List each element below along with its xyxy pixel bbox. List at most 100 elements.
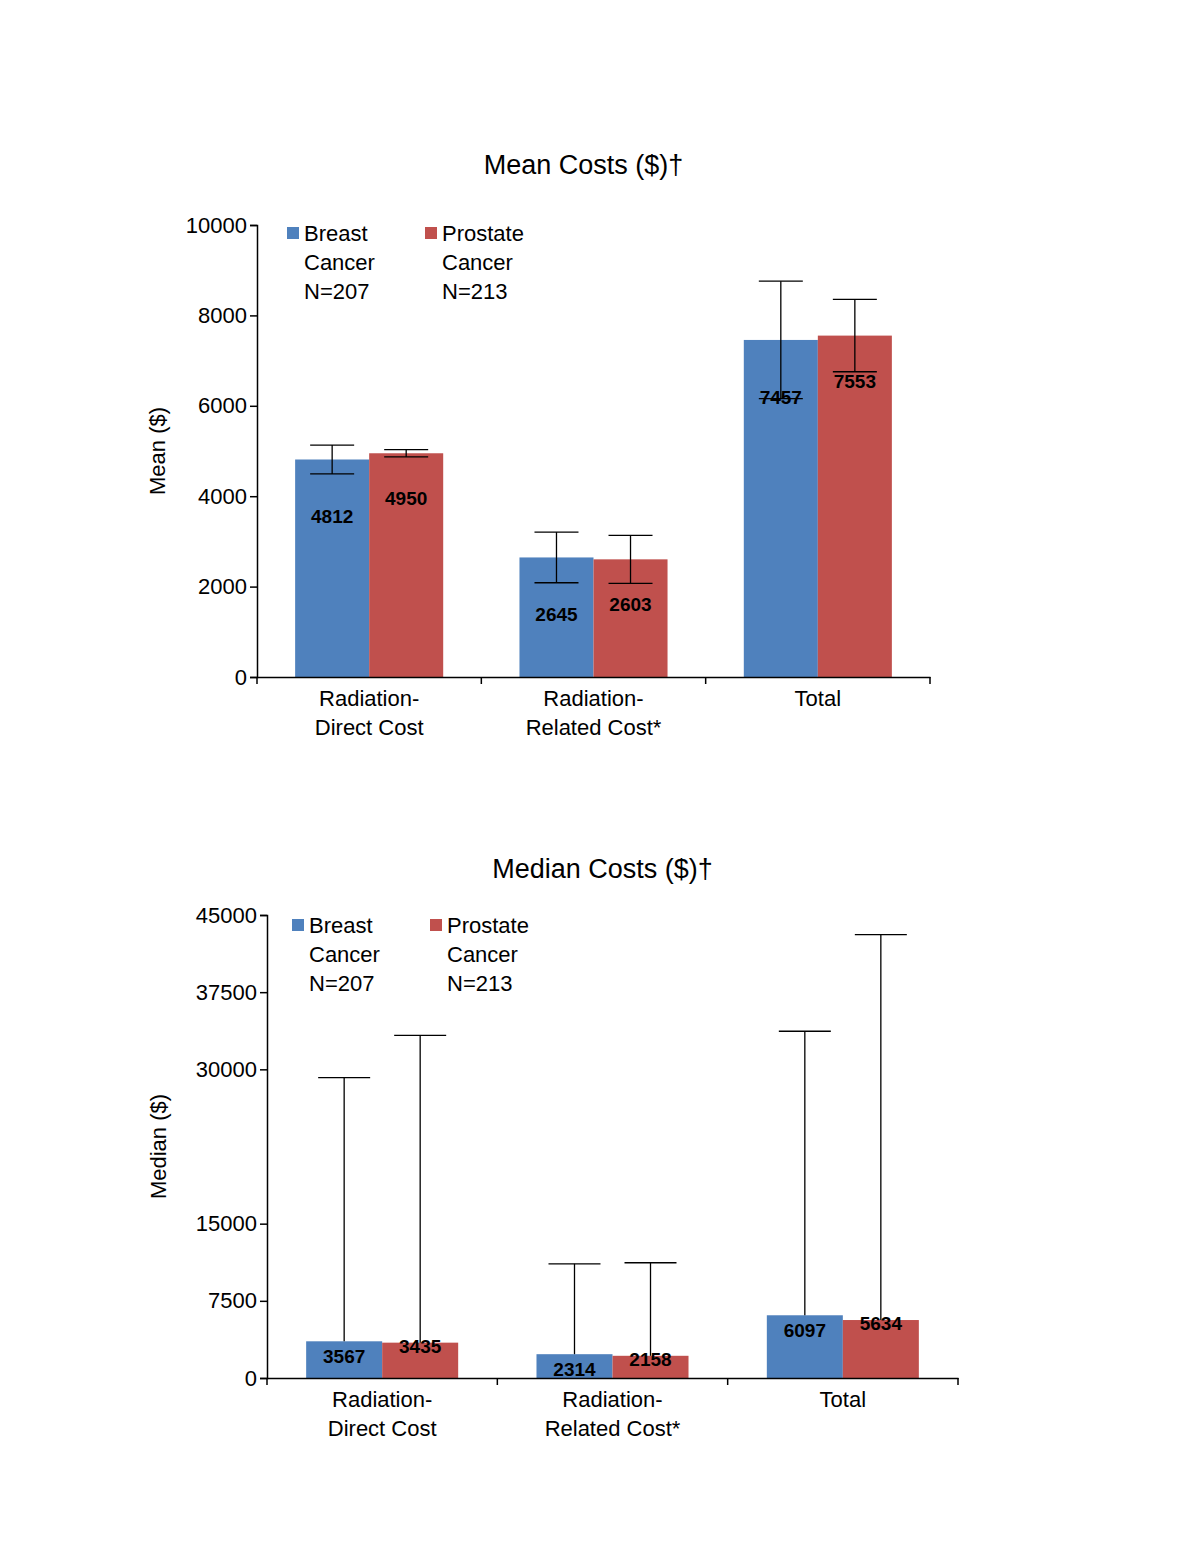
bar [369, 453, 443, 677]
y-tick: 45000 [196, 903, 267, 928]
error-cap [534, 531, 578, 532]
legend-swatch [430, 919, 442, 931]
legend: BreastCancerN=207 ProstateCancerN=213 [287, 221, 524, 304]
data-label: 2645 [535, 604, 578, 625]
data-label: 2314 [553, 1359, 596, 1380]
y-tick-label: 7500 [208, 1288, 257, 1313]
y-tick: 0 [235, 665, 257, 690]
y-axis-title: Mean ($) [145, 407, 170, 495]
x-axis: Radiation-Direct Cost Radiation-Related C… [268, 1378, 959, 1441]
error-bar [534, 532, 578, 583]
y-tick: 8000 [198, 303, 257, 328]
data-label: 7553 [834, 371, 876, 392]
error-cap [779, 1031, 831, 1032]
x-tick: Radiation-Direct Cost [328, 1378, 437, 1441]
y-tick: 37500 [196, 980, 267, 1005]
x-tick-label: Total [795, 686, 841, 711]
y-tick-mark [260, 1301, 267, 1303]
x-tick-label: Radiation-Related Cost* [545, 1387, 681, 1441]
legend-item: ProstateCancerN=213 [430, 913, 529, 996]
error-cap [833, 299, 877, 300]
y-tick-mark [260, 915, 267, 917]
legend-label: BreastCancerN=207 [309, 913, 380, 996]
data-label: 7457 [760, 387, 802, 408]
error-bar [318, 1078, 370, 1342]
y-tick-mark [260, 1069, 267, 1071]
bar [767, 1315, 843, 1378]
error-bar [310, 445, 354, 474]
x-separator [705, 677, 707, 684]
y-tick-mark [250, 225, 257, 227]
y-tick-mark [250, 406, 257, 408]
bar [306, 1341, 382, 1378]
x-axis-line [268, 1378, 959, 1380]
legend: BreastCancerN=207 ProstateCancerN=213 [292, 913, 529, 996]
x-tick-label: Radiation-Direct Cost [315, 686, 424, 740]
y-tick: 0 [245, 1366, 267, 1391]
y-axis: 0 7500 15000 30000 37500 45000 [196, 903, 268, 1391]
x-separator [957, 1378, 959, 1385]
x-tick: Radiation-Related Cost* [545, 1378, 681, 1441]
error-cap [310, 473, 354, 474]
error-stem [420, 1035, 421, 1342]
y-tick-label: 6000 [198, 393, 247, 418]
y-tick-label: 15000 [196, 1211, 257, 1236]
x-tick-label: Radiation-Direct Cost [328, 1387, 437, 1441]
x-tick: Total [795, 677, 841, 711]
error-stem [650, 1263, 651, 1356]
x-tick: Total [820, 1378, 866, 1412]
legend-swatch [425, 227, 437, 239]
y-tick-label: 4000 [198, 484, 247, 509]
data-label: 3435 [399, 1336, 442, 1357]
y-tick-mark [260, 992, 267, 994]
bar [818, 336, 892, 677]
y-tick: 15000 [196, 1211, 267, 1236]
x-separator [481, 677, 483, 684]
x-axis-line [258, 677, 931, 679]
data-label: 2158 [629, 1349, 671, 1370]
y-tick-label: 10000 [186, 213, 247, 238]
error-stem [574, 1264, 575, 1354]
x-separator [929, 677, 931, 684]
error-cap [384, 456, 428, 457]
y-tick-mark [250, 677, 257, 679]
x-tick-label: Radiation-Related Cost* [526, 686, 662, 740]
y-tick-label: 8000 [198, 303, 247, 328]
legend-swatch [287, 227, 299, 239]
error-stem [344, 1078, 345, 1342]
y-tick-label: 30000 [196, 1057, 257, 1082]
error-cap [855, 934, 907, 935]
x-separator [256, 677, 258, 684]
error-bar [548, 1264, 600, 1354]
y-axis-line [250, 226, 258, 678]
legend-item: BreastCancerN=207 [287, 221, 375, 304]
bar [744, 340, 818, 677]
y-axis-title: Median ($) [146, 1094, 171, 1199]
title: Mean Costs ($)† [484, 150, 684, 180]
legend-swatch [292, 919, 304, 931]
plot-area [306, 935, 919, 1378]
chart: Mean Costs ($)†Mean ($)48122645745749502… [145, 150, 931, 740]
y-tick: 7500 [208, 1288, 267, 1313]
error-bar [625, 1263, 677, 1356]
x-axis: Radiation-Direct Cost Radiation-Related C… [258, 677, 931, 740]
y-tick-label: 0 [245, 1366, 257, 1391]
data-label: 4812 [311, 506, 353, 527]
y-tick-label: 37500 [196, 980, 257, 1005]
error-cap [318, 1077, 370, 1078]
error-cap [625, 1262, 677, 1263]
x-separator [497, 1378, 499, 1385]
y-tick-mark [250, 586, 257, 588]
error-cap [548, 1263, 600, 1264]
x-tick-label: Total [820, 1387, 866, 1412]
error-stem [804, 1031, 805, 1315]
x-tick: Radiation-Related Cost* [526, 677, 662, 740]
y-tick-mark [250, 315, 257, 317]
legend-label: ProstateCancerN=213 [447, 913, 529, 996]
y-tick: 30000 [196, 1057, 267, 1082]
y-tick: 2000 [198, 574, 257, 599]
data-label: 5634 [860, 1313, 903, 1334]
legend-item: ProstateCancerN=213 [425, 221, 524, 304]
error-bar [759, 281, 803, 399]
error-bar [384, 450, 428, 457]
